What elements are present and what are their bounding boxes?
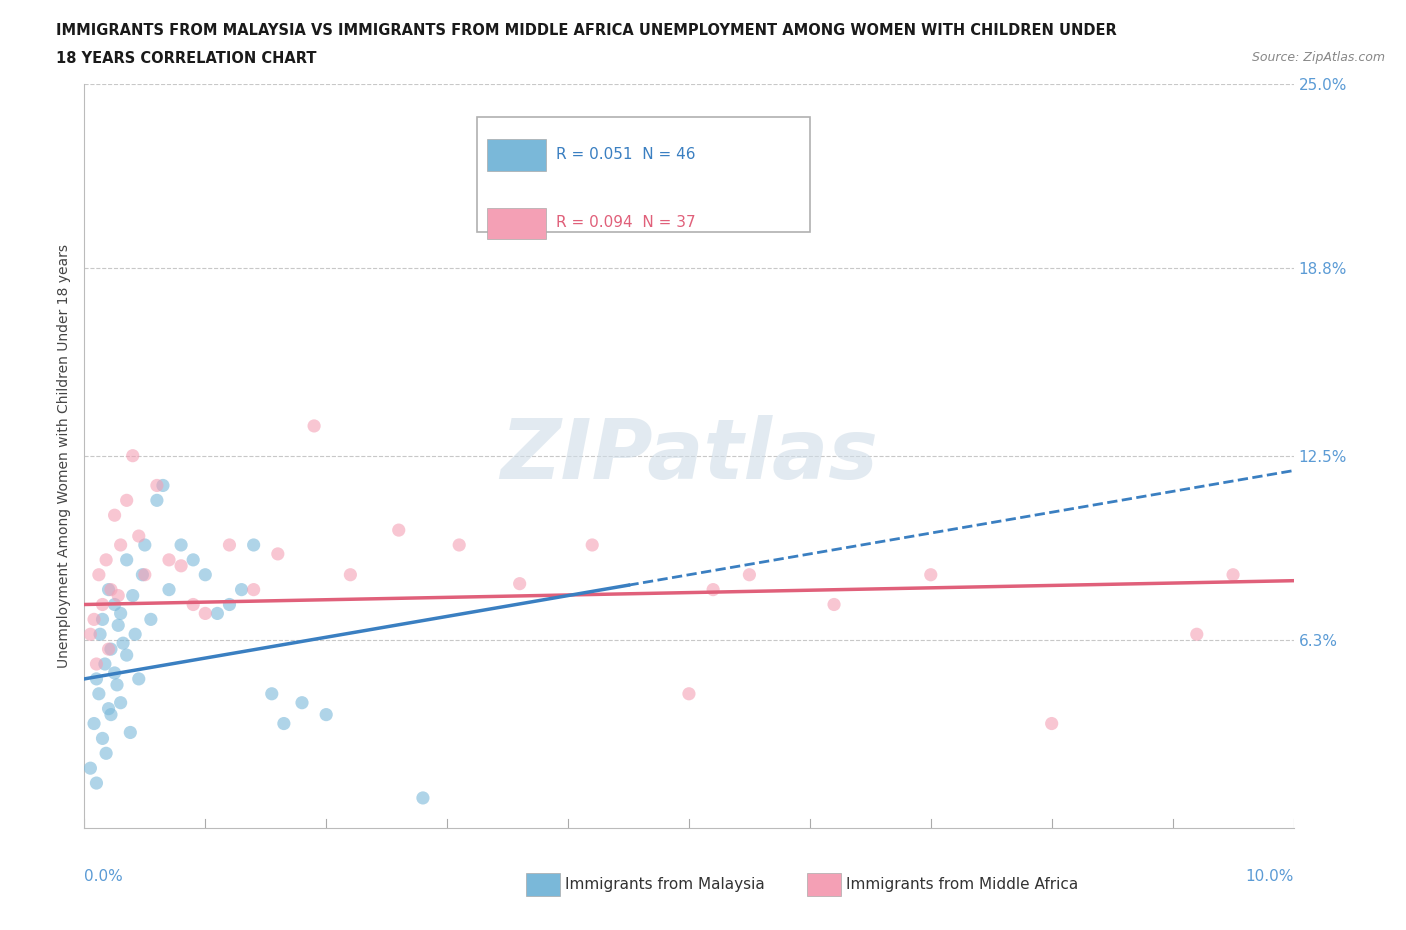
Point [128,528,150,543]
Text: Source: ZipAtlas.com: Source: ZipAtlas.com [1251,51,1385,64]
Point [104,666,127,681]
Point [170,558,193,573]
Point [97,701,120,716]
FancyBboxPatch shape [486,140,547,171]
Point [115,552,138,567]
Point [115,647,138,662]
Point [97,582,120,597]
Point [388,523,411,538]
Point [339,567,361,582]
Point [218,597,240,612]
Point [302,418,325,433]
Text: R = 0.094  N = 37: R = 0.094 N = 37 [555,216,696,231]
Point [104,597,127,612]
Point [581,538,603,552]
Text: 0.0%: 0.0% [84,869,124,883]
Text: IMMIGRANTS FROM MALAYSIA VS IMMIGRANTS FROM MIDDLE AFRICA UNEMPLOYMENT AMONG WOM: IMMIGRANTS FROM MALAYSIA VS IMMIGRANTS F… [56,23,1116,38]
Point [412,790,434,805]
Point [617,180,640,195]
Point [702,582,724,597]
Point [157,552,180,567]
Y-axis label: Unemployment Among Women with Children Under 18 years: Unemployment Among Women with Children U… [58,244,72,668]
Point [194,567,217,582]
Point [89,627,111,642]
Point [139,612,162,627]
Point [267,547,290,562]
Point [115,493,138,508]
Text: Immigrants from Middle Africa: Immigrants from Middle Africa [846,877,1078,892]
Point [449,538,471,552]
Point [107,588,129,603]
Point [152,478,174,493]
Point [273,716,295,731]
Text: 18 YEARS CORRELATION CHART: 18 YEARS CORRELATION CHART [56,51,316,66]
Point [110,538,132,552]
Point [242,582,264,597]
Point [170,538,193,552]
Point [146,478,169,493]
Point [181,552,204,567]
Point [94,746,117,761]
Text: ZIPatlas: ZIPatlas [501,415,877,497]
Point [134,538,156,552]
Point [94,657,117,671]
FancyBboxPatch shape [478,117,810,232]
FancyBboxPatch shape [486,208,547,239]
Point [86,671,108,686]
Point [315,707,337,722]
Point [121,588,143,603]
Point [87,567,110,582]
Point [260,686,283,701]
Point [678,686,700,701]
Point [87,686,110,701]
Point [124,627,146,642]
Point [104,508,127,523]
Point [112,636,135,651]
Point [1185,627,1208,642]
Point [146,493,169,508]
Point [86,776,108,790]
Point [509,577,531,591]
Point [83,716,105,731]
Text: Immigrants from Malaysia: Immigrants from Malaysia [565,877,765,892]
Point [823,597,845,612]
Point [110,696,132,711]
Point [181,597,204,612]
Text: 10.0%: 10.0% [1246,869,1294,883]
Point [1222,567,1244,582]
Point [100,707,122,722]
Point [100,642,122,657]
Point [79,627,101,642]
Point [100,582,122,597]
Point [157,582,180,597]
Point [207,606,229,621]
Point [97,642,120,657]
Point [1040,716,1063,731]
Point [242,538,264,552]
Point [110,606,132,621]
Point [91,731,114,746]
Point [94,552,117,567]
Point [738,567,761,582]
Point [194,606,217,621]
Point [920,567,942,582]
Point [128,671,150,686]
Point [107,618,129,632]
Point [91,597,114,612]
Point [231,582,253,597]
Point [218,538,240,552]
Text: R = 0.051  N = 46: R = 0.051 N = 46 [555,147,696,162]
Point [79,761,101,776]
Point [291,696,314,711]
Point [105,677,128,692]
Point [131,567,153,582]
Point [91,612,114,627]
Point [121,448,143,463]
Point [134,567,156,582]
Point [83,612,105,627]
Point [86,657,108,671]
Point [120,725,142,740]
